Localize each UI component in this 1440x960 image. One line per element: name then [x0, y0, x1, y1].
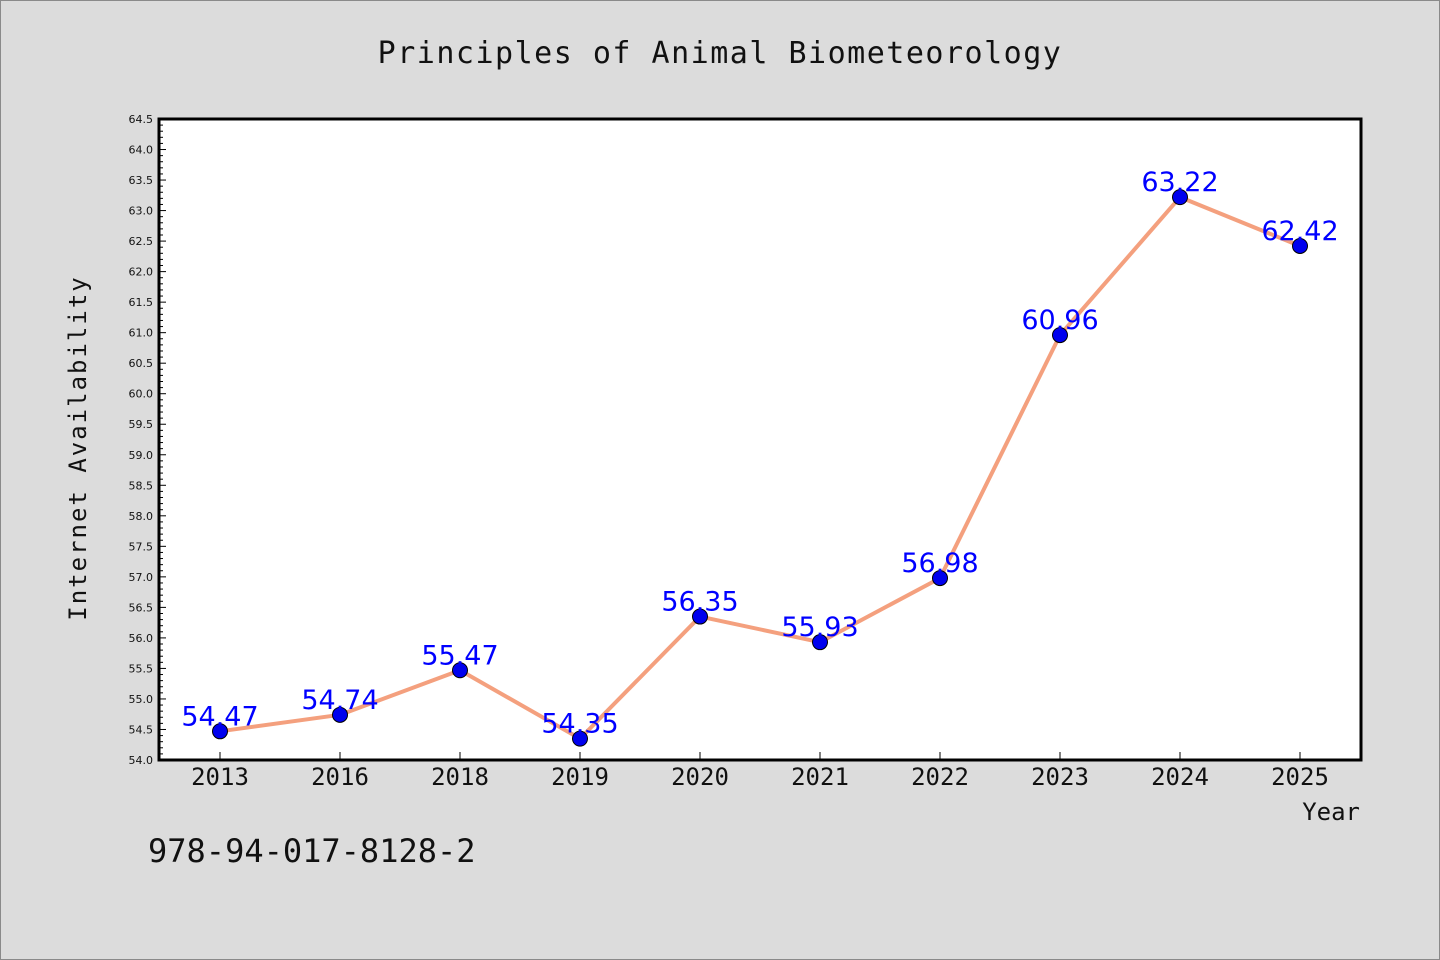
data-point-marker [572, 730, 588, 747]
y-tick-label: 58.5 [129, 479, 154, 492]
data-label: 60.96 [1021, 305, 1098, 336]
y-tick-label: 63.0 [129, 205, 154, 218]
x-tick-label: 2022 [911, 763, 969, 791]
y-tick-label: 58.0 [129, 510, 154, 523]
x-tick-label: 2025 [1271, 763, 1329, 791]
data-point-marker [332, 706, 348, 723]
y-tick-label: 57.0 [129, 571, 154, 584]
y-tick-label: 60.5 [129, 357, 154, 370]
y-tick-label: 57.5 [129, 540, 154, 553]
data-point-marker [1292, 237, 1308, 254]
series-line [218, 195, 1302, 741]
data-point-marker [212, 723, 228, 740]
x-tick-label: 2019 [551, 763, 609, 791]
data-point-marker [452, 662, 468, 679]
y-tick-label: 64.5 [129, 113, 154, 126]
data-label: 54.74 [301, 685, 378, 716]
data-label: 63.22 [1141, 167, 1218, 198]
y-tick-label: 61.5 [129, 296, 154, 309]
data-point-marker [692, 608, 708, 625]
y-tick-label: 63.5 [129, 174, 154, 187]
data-point-marker [812, 634, 828, 651]
x-tick-label: 2016 [311, 763, 369, 791]
y-axis-ticks: 54.0 54.5 55.0 55.5 56.0 56.5 57.0 57.5 58.0 58.5… [129, 113, 166, 767]
data-label: 62.42 [1261, 216, 1338, 247]
y-tick-label: 62.5 [129, 235, 154, 248]
data-point-marker [932, 570, 948, 587]
y-tick-label: 56.5 [129, 601, 154, 614]
y-tick-label: 56.0 [129, 632, 154, 645]
data-label: 55.93 [781, 612, 858, 643]
data-labels: 54.47 54.74 55.47 54.35 56.35 55.93 56.98 60.96… [181, 167, 1338, 739]
x-tick-label: 2013 [191, 763, 249, 791]
x-tick-label: 2020 [671, 763, 729, 791]
y-tick-label: 62.0 [129, 266, 154, 279]
x-axis-ticks: 2013 2016 2018 2019 2020 2021 2022 2023 2024 2025 [191, 752, 1329, 791]
y-tick-label: 61.0 [129, 327, 154, 340]
y-tick-label: 59.0 [129, 449, 154, 462]
x-tick-label: 2024 [1151, 763, 1209, 791]
y-tick-label: 59.5 [129, 418, 154, 431]
y-tick-label: 55.0 [129, 693, 154, 706]
series-line-group [218, 195, 1302, 741]
y-tick-label: 55.5 [129, 662, 154, 675]
y-tick-label: 54.5 [129, 723, 154, 736]
data-point-marker [1172, 189, 1188, 206]
plot-area [157, 117, 1363, 762]
y-tick-label: 54.0 [129, 754, 154, 767]
data-label: 56.35 [661, 587, 738, 618]
data-label: 56.98 [901, 548, 978, 579]
y-tick-label: 64.0 [129, 144, 154, 157]
isbn-number: 978-94-017-8128-2 [148, 832, 476, 870]
data-label: 55.47 [421, 640, 498, 671]
x-tick-label: 2018 [431, 763, 489, 791]
data-label: 54.47 [181, 701, 258, 732]
series-markers [212, 189, 1308, 747]
x-axis-label: Year [1302, 798, 1360, 826]
x-tick-label: 2021 [791, 763, 849, 791]
y-tick-label: 60.0 [129, 388, 154, 401]
data-point-marker [1052, 327, 1068, 344]
x-tick-label: 2023 [1031, 763, 1089, 791]
data-label: 54.35 [541, 709, 618, 740]
chart-title: Principles of Animal Biometeorology [378, 36, 1063, 71]
y-axis-label: Internet Availability [64, 275, 92, 620]
